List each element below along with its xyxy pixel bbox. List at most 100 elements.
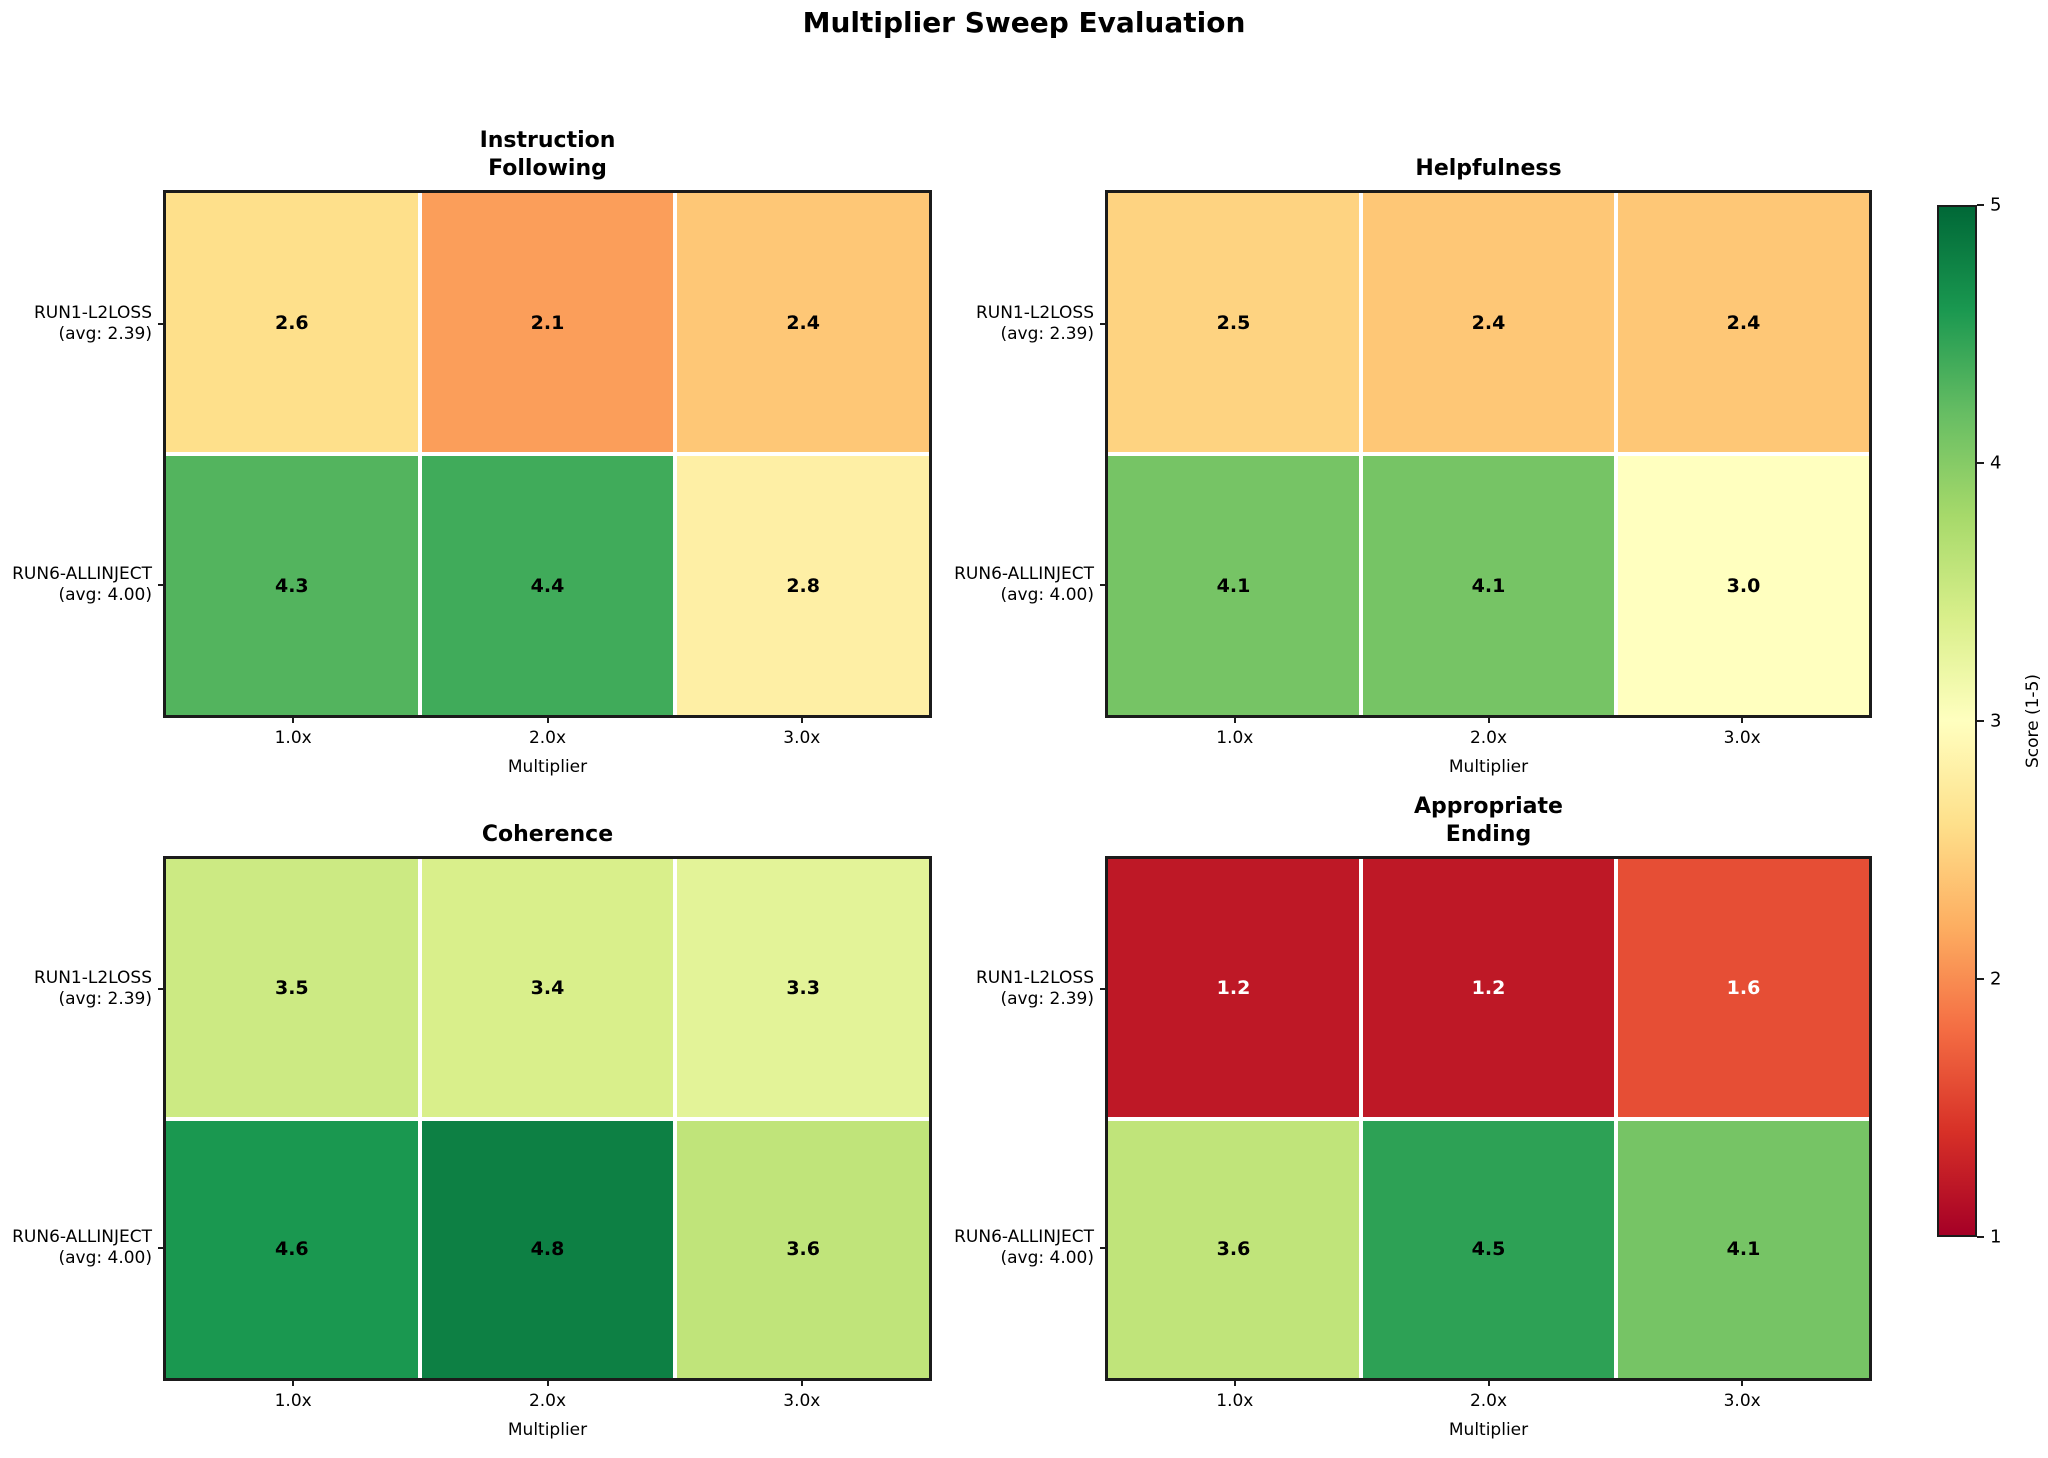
x-tick-mark [1487,715,1490,723]
x-tick-label: 1.0x [274,728,312,748]
heatmap-cell: 4.4 [421,456,674,715]
subplot-helpfulness: Helpfulness RUN1-L2LOSS (avg: 2.39) RUN6-… [954,156,1872,777]
heatmap-cell: 4.5 [1363,1120,1614,1378]
subplot-title-line: Appropriate [1414,794,1563,819]
cell-value: 2.1 [530,311,565,334]
heatmap-cell: 4.1 [1618,1120,1869,1378]
x-tick-mark [1487,1378,1490,1386]
heatmap-grid: 3.5 3.4 3.3 4.6 4.8 3.6 [166,859,929,1378]
colorbar-tick-mark [1977,462,1984,464]
y-tick-mark [158,322,166,325]
y-tick-mark [1100,987,1108,990]
heatmap-cell: 2.5 [1108,193,1359,452]
x-tick-label: 1.0x [274,1391,312,1411]
colorbar-tick-mark [1977,1236,1984,1238]
cell-value: 3.0 [1726,574,1761,597]
x-tick-label: 3.0x [783,728,821,748]
y-tick-label: RUN1-L2LOSS (avg: 2.39) [33,967,152,1009]
y-tick-mark [1100,322,1108,325]
x-tick-label: 2.0x [1469,1391,1508,1411]
x-axis-label: Multiplier [507,757,588,777]
cell-value: 2.4 [786,311,820,334]
subplot-instruction-following: Instruction Following RUN1-L2LOSS (avg: 2… [12,128,932,777]
heatmap-cell: 2.6 [166,193,418,452]
heatmap-cell: 2.4 [677,193,929,452]
cell-value: 4.3 [274,574,309,597]
x-tick-label: 1.0x [1216,1391,1254,1411]
subplot-title: Appropriate Ending [1108,793,1869,849]
x-tick-label: 2.0x [528,728,567,748]
heatmap-cell: 3.4 [421,859,674,1117]
heatmap-cell: 3.6 [677,1120,929,1378]
heatmap-cell: 1.2 [1108,859,1359,1117]
x-axis-label: Multiplier [1448,757,1529,777]
x-tick-mark [546,1378,549,1386]
y-tick-mark [1100,583,1108,586]
cell-value: 3.5 [274,976,309,999]
heatmap-cell: 2.1 [421,193,674,452]
y-tick-label: RUN6-ALLINJECT (avg: 4.00) [954,1227,1094,1269]
heatmap-cell: 2.4 [1363,193,1614,452]
x-tick-mark [800,1378,803,1386]
subplot-title: Helpfulness [1108,155,1869,183]
cell-value: 2.4 [1726,311,1761,334]
heatmap-grid: 2.6 2.1 2.4 4.3 4.4 2.8 [166,193,929,715]
x-tick-label: 3.0x [783,1391,821,1411]
cell-value: 3.6 [786,1238,820,1261]
y-tick-mark [158,987,166,990]
figure-title: Multiplier Sweep Evaluation [802,6,1246,39]
subplot-title: Coherence [166,821,929,849]
colorbar: 5 4 3 2 1 Score (1-5) [1937,195,2043,1248]
cell-value: 4.5 [1471,1238,1506,1261]
x-tick-mark [292,1378,295,1386]
cell-value: 3.3 [786,976,820,999]
colorbar-tick-label: 2 [1990,968,2002,990]
heatmap-grid: 2.5 2.4 2.4 4.1 4.1 3.0 [1108,193,1869,715]
cell-value: 4.8 [530,1238,565,1261]
heatmap-cell: 2.8 [677,456,929,715]
cell-value: 2.5 [1216,311,1251,334]
heatmap-cell: 4.3 [166,456,418,715]
y-tick-label: RUN6-ALLINJECT (avg: 4.00) [12,563,152,605]
y-tick-label: RUN6-ALLINJECT (avg: 4.00) [12,1227,152,1269]
heatmap-cell: 1.2 [1363,859,1614,1117]
heatmap-cell: 4.1 [1363,456,1614,715]
heatmap-cell: 3.0 [1618,456,1869,715]
subplot-title-line: Coherence [481,822,614,847]
heatmap-cell: 3.5 [166,859,418,1117]
heatmap-grid: 1.2 1.2 1.6 3.6 4.5 4.1 [1108,859,1869,1378]
x-tick-label: 2.0x [1469,728,1508,748]
y-tick-label: RUN1-L2LOSS (avg: 2.39) [975,302,1094,344]
cell-value: 2.4 [1471,311,1506,334]
subplot-title-line: Instruction [479,128,616,153]
colorbar-tick-mark [1977,204,1984,206]
x-tick-mark [800,715,803,723]
cell-value: 4.1 [1471,574,1506,597]
cell-value: 3.6 [1216,1238,1251,1261]
y-tick-mark [158,583,166,586]
heatmap-cell: 4.6 [166,1120,418,1378]
heatmap-cell: 3.3 [677,859,929,1117]
cell-value: 3.4 [530,976,565,999]
colorbar-gradient [1937,205,1977,1237]
colorbar-tick-label: 4 [1990,452,2002,474]
y-tick-label: RUN1-L2LOSS (avg: 2.39) [975,967,1094,1009]
y-tick-label: RUN6-ALLINJECT (avg: 4.00) [954,563,1094,605]
subplot-title-line: Ending [1445,822,1532,847]
x-tick-label: 3.0x [1723,1391,1761,1411]
x-tick-mark [546,715,549,723]
x-tick-mark [1233,1378,1236,1386]
heatmap-cell: 2.4 [1618,193,1869,452]
y-tick-mark [158,1247,166,1250]
x-tick-label: 3.0x [1723,728,1761,748]
cell-value: 4.4 [530,574,565,597]
x-tick-label: 2.0x [528,1391,567,1411]
subplot-title-line: Helpfulness [1415,156,1562,181]
cell-value: 2.8 [786,574,820,597]
subplot-appropriate-ending: Appropriate Ending RUN1-L2LOSS (avg: 2.39… [954,794,1872,1440]
colorbar-tick-mark [1977,720,1984,722]
heatmap-cell: 3.6 [1108,1120,1359,1378]
colorbar-tick-label: 1 [1990,1226,2002,1248]
y-tick-label: RUN1-L2LOSS (avg: 2.39) [33,302,152,344]
x-tick-label: 1.0x [1216,728,1254,748]
